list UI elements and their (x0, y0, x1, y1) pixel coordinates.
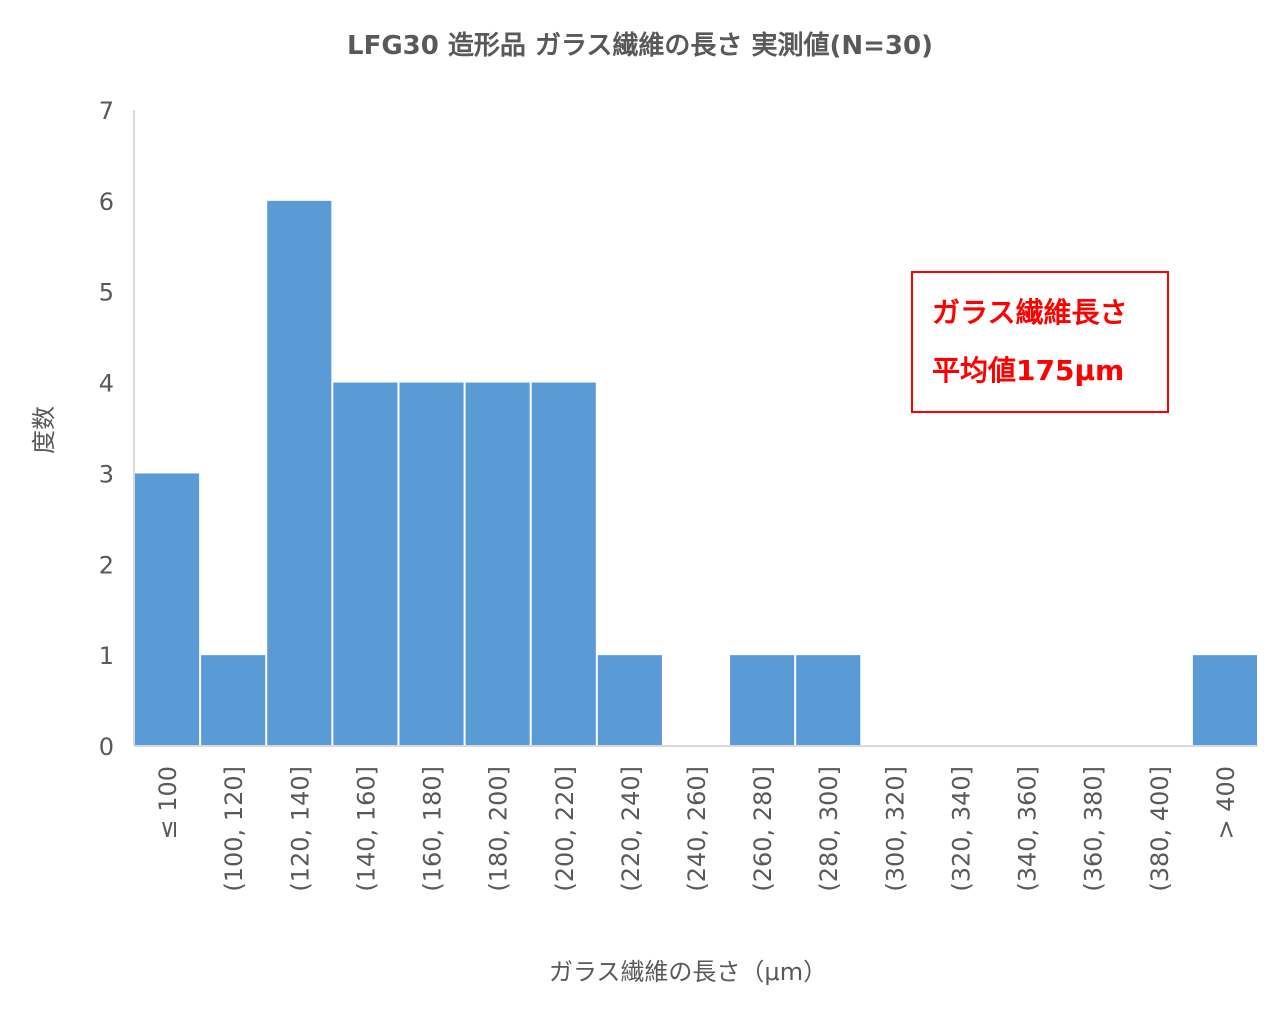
x-tick-label: (320, 340] (947, 766, 975, 892)
y-axis-label: 度数 (30, 406, 58, 454)
y-tick-label: 5 (99, 279, 114, 307)
x-tick-label: ≤ 100 (154, 766, 182, 840)
bar (1192, 655, 1257, 746)
bars (135, 200, 1257, 746)
annotation-line1: ガラス繊維長さ (932, 296, 1127, 329)
x-tick-label: (280, 300] (815, 766, 843, 892)
x-tick-label: (120, 140] (286, 766, 314, 892)
annotation-box (911, 271, 1169, 413)
x-tick-label: (260, 280] (749, 766, 777, 892)
x-tick-label: (100, 120] (220, 766, 248, 892)
bar (465, 382, 530, 746)
bar (730, 655, 795, 746)
x-tick-label: (340, 360] (1014, 766, 1042, 892)
bar (597, 655, 662, 746)
mean-annotation: ガラス繊維長さ 平均値175μm (911, 271, 1169, 413)
chart-title: LFG30 造形品 ガラス繊維の長さ 実測値(N=30) (347, 30, 933, 61)
bar (201, 655, 266, 746)
y-tick-label: 7 (99, 97, 114, 125)
x-tick-label: (300, 320] (881, 766, 909, 892)
y-tick-label: 2 (99, 551, 114, 579)
x-tick-label: (140, 160] (352, 766, 380, 892)
x-tick-label: (200, 220] (551, 766, 579, 892)
x-tick-label: (380, 400] (1146, 766, 1174, 892)
y-tick-label: 1 (99, 642, 114, 670)
bar (399, 382, 464, 746)
y-tick-label: 6 (99, 188, 114, 216)
x-tick-label: (240, 260] (683, 766, 711, 892)
x-axis-label: ガラス繊維の長さ（μm） (549, 958, 827, 986)
bar (796, 655, 861, 746)
bar (333, 382, 398, 746)
y-tick-label: 4 (99, 370, 114, 398)
x-axis-ticks: ≤ 100 (100, 120] (120, 140] (140, 160] (160,… (154, 766, 1240, 892)
y-axis-ticks: 0 1 2 3 4 5 6 7 (99, 97, 114, 761)
bar (531, 382, 596, 746)
bar (267, 200, 332, 746)
x-tick-label: (160, 180] (419, 766, 447, 892)
x-tick-label: > 400 (1212, 766, 1240, 840)
x-tick-label: (180, 200] (485, 766, 513, 892)
annotation-line2: 平均値175μm (932, 354, 1124, 387)
y-tick-label: 3 (99, 460, 114, 488)
x-tick-label: (360, 380] (1080, 766, 1108, 892)
bar (135, 473, 200, 746)
x-tick-label: (220, 240] (617, 766, 645, 892)
y-tick-label: 0 (99, 733, 114, 761)
